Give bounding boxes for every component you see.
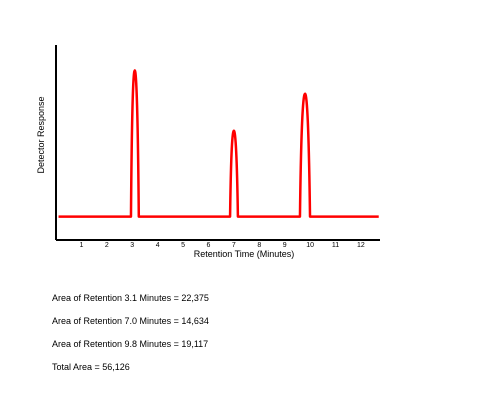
chromatogram-chart: 1 2 3 4 5 6 7 8 9 10 11 12 Retention Time (Minutes)… [36, 45, 380, 259]
area-result-1: Area of Retention 3.1 Minutes = 22,375 [52, 293, 209, 303]
x-tick-label: 9 [283, 242, 287, 249]
y-axis-title: Detector Response [36, 96, 46, 173]
x-tick-label: 2 [105, 242, 109, 249]
x-tick-label: 7 [232, 242, 236, 249]
area-results: Area of Retention 3.1 Minutes = 22,375 A… [52, 292, 209, 384]
x-tick-label: 10 [306, 242, 314, 249]
x-tick-labels: 1 2 3 4 5 6 7 8 9 10 11 12 [79, 242, 364, 249]
x-tick-label: 5 [181, 242, 185, 249]
x-tick-label: 6 [207, 242, 211, 249]
area-result-2: Area of Retention 7.0 Minutes = 14,634 [52, 316, 209, 326]
x-tick-label: 12 [357, 242, 365, 249]
total-area: Total Area = 56,126 [52, 362, 130, 372]
x-tick-label: 8 [257, 242, 261, 249]
x-tick-label: 3 [130, 242, 134, 249]
x-tick-label: 4 [156, 242, 160, 249]
area-result-3: Area of Retention 9.8 Minutes = 19,117 [52, 339, 209, 349]
x-axis-title: Retention Time (Minutes) [194, 249, 295, 259]
detector-signal-line [58, 69, 379, 218]
x-tick-label: 11 [332, 242, 339, 249]
x-tick-label: 1 [79, 242, 83, 249]
